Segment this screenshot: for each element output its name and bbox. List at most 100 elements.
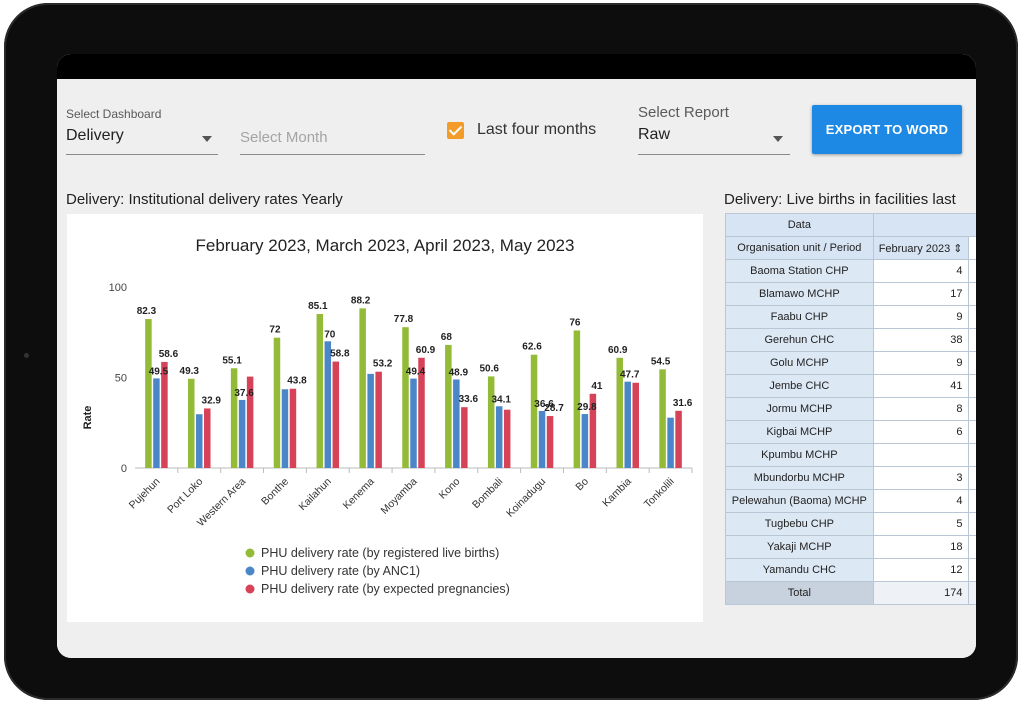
table-row: Mbundorbu MCHP 3	[725, 466, 976, 490]
dashboard-select-underline	[66, 154, 218, 155]
value-cell: 12	[872, 558, 969, 582]
data-label: 62.6	[522, 342, 542, 353]
bar	[367, 373, 374, 468]
report-select-value: Raw	[638, 126, 671, 143]
x-tick-label: Bonthe	[259, 476, 291, 508]
next-value-cell	[967, 558, 976, 582]
org-unit-cell: Blamawo MCHP	[725, 282, 874, 306]
bar	[230, 368, 238, 468]
org-unit-cell: Jembe CHC	[725, 374, 874, 398]
table-header-next-period[interactable]	[967, 236, 976, 260]
data-label: 76	[569, 317, 581, 328]
month-select[interactable]: Select Month	[240, 129, 328, 146]
org-unit-cell: Yakaji MCHP	[725, 535, 874, 559]
bar	[188, 378, 195, 468]
bar	[624, 381, 631, 468]
data-label: 60.9	[608, 345, 628, 356]
total-value: 174	[872, 581, 969, 605]
export-to-word-button[interactable]: EXPORT TO WORD	[812, 105, 962, 154]
next-value-cell	[967, 535, 976, 559]
next-value-cell	[967, 443, 976, 467]
bar	[581, 414, 589, 468]
value-cell: 41	[872, 374, 969, 398]
bar	[402, 327, 409, 468]
data-label: 82.3	[137, 306, 157, 317]
next-value-cell	[967, 351, 976, 375]
data-label: 33.6	[459, 394, 479, 405]
bar	[461, 407, 468, 468]
bar	[616, 357, 623, 468]
x-tick-label: Kailahun	[297, 476, 334, 513]
org-unit-cell: Gerehun CHC	[725, 328, 874, 352]
data-label: 48.9	[449, 367, 469, 378]
y-tick-label: 0	[121, 463, 127, 475]
legend-label: PHU delivery rate (by registered live bi…	[261, 546, 499, 560]
data-label: 31.6	[673, 398, 693, 409]
bar	[503, 409, 511, 468]
bar	[153, 378, 160, 468]
table-total-row: Total 174	[725, 581, 976, 605]
next-value-cell	[967, 489, 976, 513]
dashboard-select[interactable]: Select Dashboard Delivery	[66, 107, 161, 145]
legend-marker	[245, 548, 255, 558]
data-label: 28.7	[544, 403, 564, 414]
bar	[161, 361, 168, 468]
legend-label: PHU delivery rate (by ANC1)	[261, 564, 420, 578]
last-four-months-checkbox[interactable]	[447, 122, 464, 139]
bar	[589, 393, 597, 468]
value-cell: 6	[872, 420, 969, 444]
table-row: Faabu CHP 9	[725, 305, 976, 329]
org-unit-cell: Mbundorbu MCHP	[725, 466, 874, 490]
table-header-data: Data	[725, 213, 874, 237]
bar	[667, 417, 674, 468]
data-label: 47.7	[620, 370, 640, 381]
bar	[453, 379, 460, 468]
table-row: Pelewahun (Baoma) MCHP 4	[725, 489, 976, 513]
value-cell: 5	[872, 512, 969, 536]
value-cell: 17	[872, 282, 969, 306]
x-tick-label: Moyamba	[379, 476, 420, 517]
data-label: 72	[269, 325, 281, 336]
y-tick-label: 50	[115, 373, 127, 385]
left-panel-title: Delivery: Institutional delivery rates Y…	[66, 191, 343, 208]
next-value-cell	[967, 282, 976, 306]
dashboard-chevron-down-icon[interactable]	[202, 136, 212, 142]
data-label: 32.9	[202, 395, 222, 406]
table-row: Gerehun CHC 38	[725, 328, 976, 352]
data-label: 58.8	[330, 349, 350, 360]
table-header-org-unit[interactable]: Organisation unit / Period	[725, 236, 874, 260]
x-tick-label: Kono	[437, 476, 463, 502]
value-cell: 8	[872, 397, 969, 421]
data-label: 55.1	[222, 355, 242, 366]
data-label: 34.1	[491, 394, 511, 405]
table-row: Jembe CHC 41	[725, 374, 976, 398]
value-cell: 38	[872, 328, 969, 352]
report-chevron-down-icon[interactable]	[773, 136, 783, 142]
month-select-underline	[240, 154, 425, 155]
sort-icon[interactable]: ⇕	[953, 242, 963, 255]
table-header-blank	[872, 213, 976, 237]
bar	[632, 382, 639, 468]
data-label: 36.6	[534, 399, 554, 410]
report-select[interactable]: Select Report Raw	[638, 104, 729, 144]
table-row: Yamandu CHC 12	[725, 558, 976, 582]
bar	[289, 388, 297, 468]
bar	[316, 313, 324, 468]
org-unit-cell: Faabu CHP	[725, 305, 874, 329]
bar	[530, 354, 538, 468]
data-label: 70	[324, 329, 336, 340]
next-value-cell	[967, 466, 976, 490]
bar	[495, 406, 503, 468]
live-births-table-panel: Data Organisation unit / Period February…	[725, 213, 976, 613]
bar	[418, 357, 425, 468]
table-header-period[interactable]: February 2023 ⇕	[872, 236, 969, 260]
y-tick-label: 100	[109, 282, 127, 294]
bar	[659, 369, 666, 468]
bar	[573, 330, 581, 468]
data-label: 58.6	[159, 349, 179, 360]
bar	[538, 410, 546, 468]
data-label: 29.8	[577, 402, 597, 413]
org-unit-cell: Yamandu CHC	[725, 558, 874, 582]
tablet-screen: Select Dashboard Delivery Select Month L…	[57, 54, 976, 658]
bar	[487, 376, 495, 468]
